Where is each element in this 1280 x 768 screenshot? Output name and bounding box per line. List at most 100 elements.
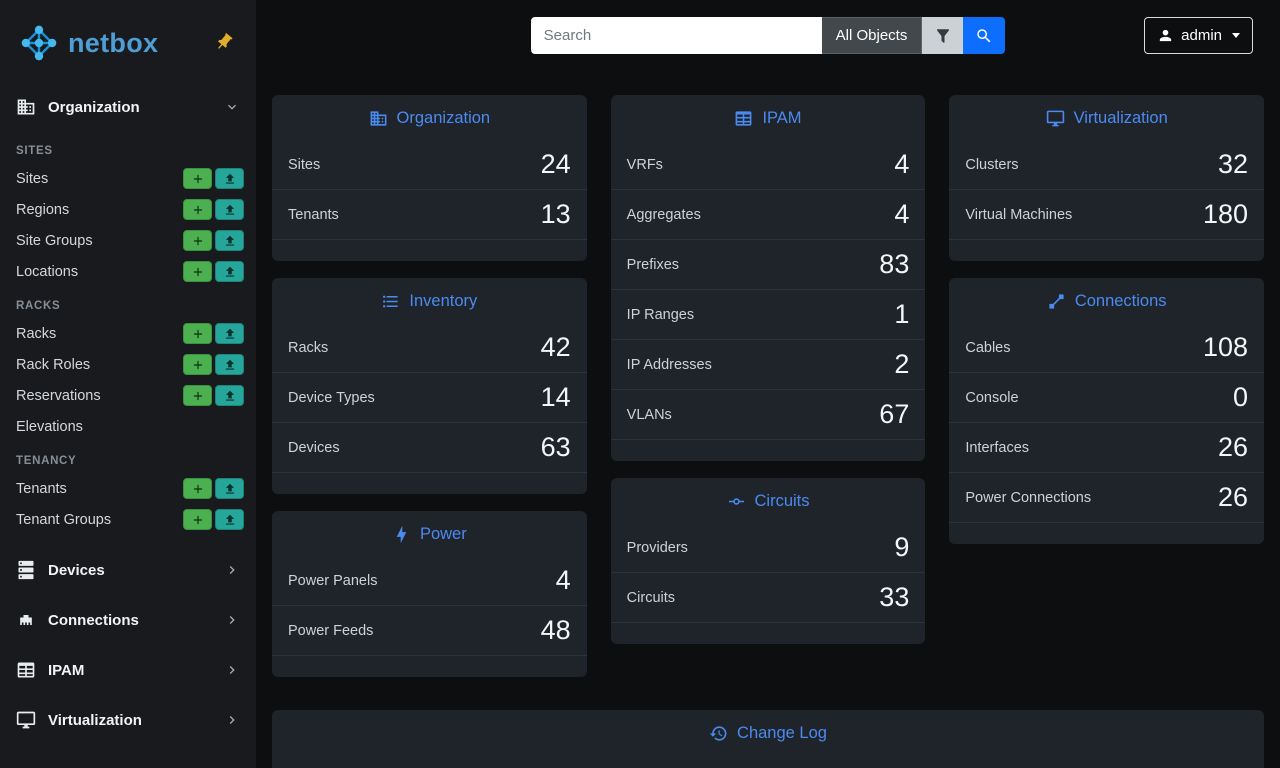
- import-racks-button[interactable]: [215, 323, 244, 344]
- stat-label: VLANs: [626, 406, 672, 423]
- sidebar-item-site-groups: Site Groups: [0, 225, 256, 256]
- stat-row-tenants[interactable]: Tenants 13: [272, 190, 587, 240]
- stat-row-console[interactable]: Console 0: [949, 373, 1265, 423]
- sidebar-item-reservations: Reservations: [0, 380, 256, 411]
- card-header-power: Power: [272, 511, 587, 556]
- plus-icon: [193, 174, 202, 183]
- sidebar-nav: Organization SITES Sites Regions Site Groups…: [0, 82, 256, 745]
- stat-row-device-types[interactable]: Device Types 14: [272, 373, 587, 423]
- stat-row-aggregates[interactable]: Aggregates 4: [610, 190, 926, 240]
- sidebar-group-virtualization[interactable]: Virtualization: [0, 695, 256, 745]
- import-sites-button[interactable]: [215, 168, 244, 189]
- sidebar-link-regions[interactable]: Regions: [16, 201, 70, 218]
- stat-row-power-panels[interactable]: Power Panels 4: [272, 556, 587, 606]
- stat-row-interfaces[interactable]: Interfaces 26: [949, 423, 1265, 473]
- stat-label: IP Ranges: [626, 306, 695, 323]
- import-rack-roles-button[interactable]: [215, 354, 244, 375]
- add-reservations-button[interactable]: [183, 385, 212, 406]
- stat-row-sites[interactable]: Sites 24: [272, 140, 587, 190]
- upload-icon: [225, 235, 234, 246]
- sidebar-link-tenants[interactable]: Tenants: [16, 480, 67, 497]
- stat-row-power-feeds[interactable]: Power Feeds 48: [272, 606, 587, 656]
- add-locations-button[interactable]: [183, 261, 212, 282]
- plus-icon: [193, 360, 202, 369]
- sidebar-header: netbox: [0, 0, 256, 82]
- dashboard-columns: Organization Sites 24 Tenants 13 Inventory Rac…: [272, 95, 1265, 677]
- card-title: IPAM: [762, 109, 802, 127]
- stat-row-providers[interactable]: Providers 9: [610, 523, 926, 573]
- stat-label: Tenants: [288, 206, 339, 223]
- sidebar-link-racks[interactable]: Racks: [16, 325, 57, 342]
- stat-row-prefixes[interactable]: Prefixes 83: [610, 240, 926, 290]
- plus-icon: [193, 391, 202, 400]
- card-header-circuits: Circuits: [611, 478, 926, 523]
- stat-label: Cables: [965, 339, 1011, 356]
- sidebar-link-locations[interactable]: Locations: [16, 263, 79, 280]
- sidebar-link-tenant-groups[interactable]: Tenant Groups: [16, 511, 112, 528]
- stat-row-cables[interactable]: Cables 108: [949, 323, 1265, 373]
- dashboard: Organization Sites 24 Tenants 13 Inventory Rac…: [256, 71, 1280, 768]
- sidebar-link-reservations[interactable]: Reservations: [16, 387, 101, 404]
- stat-row-racks[interactable]: Racks 42: [272, 323, 587, 373]
- add-site-groups-button[interactable]: [183, 230, 212, 251]
- import-tenant-groups-button[interactable]: [215, 509, 244, 530]
- add-rack-roles-button[interactable]: [183, 354, 212, 375]
- import-tenants-button[interactable]: [215, 478, 244, 499]
- pin-sidebar-button[interactable]: [212, 30, 236, 57]
- stat-row-circuits[interactable]: Circuits 33: [610, 573, 926, 623]
- import-regions-button[interactable]: [215, 199, 244, 220]
- dashboard-card-organization: Organization Sites 24 Tenants 13: [272, 95, 587, 261]
- building-icon: [17, 99, 35, 115]
- stat-value: 42: [540, 332, 571, 362]
- stat-row-power-connections[interactable]: Power Connections 26: [949, 473, 1265, 523]
- pin-icon: [218, 32, 233, 49]
- sidebar-link-elevations[interactable]: Elevations: [16, 418, 83, 435]
- import-reservations-button[interactable]: [215, 385, 244, 406]
- stat-row-vrfs[interactable]: VRFs 4: [610, 140, 926, 190]
- sidebar-link-site-groups[interactable]: Site Groups: [16, 232, 93, 249]
- dashboard-column-1: Organization Sites 24 Tenants 13 Inventory Rac…: [272, 95, 587, 677]
- add-regions-button[interactable]: [183, 199, 212, 220]
- import-site-groups-button[interactable]: [215, 230, 244, 251]
- card-header-organization: Organization: [272, 95, 587, 140]
- search-input[interactable]: [530, 17, 822, 54]
- stat-value: 24: [540, 149, 571, 179]
- stat-row-ip-addresses[interactable]: IP Addresses 2: [610, 340, 926, 390]
- user-menu-button[interactable]: admin: [1144, 17, 1253, 54]
- sidebar-group-label: Connections: [48, 611, 139, 629]
- sidebar-group-connections[interactable]: Connections: [0, 595, 256, 645]
- stat-row-vlans[interactable]: VLANs 67: [610, 390, 926, 440]
- stat-row-ip-ranges[interactable]: IP Ranges 1: [610, 290, 926, 340]
- plus-icon: [193, 484, 202, 493]
- add-sites-button[interactable]: [183, 168, 212, 189]
- stat-row-devices[interactable]: Devices 63: [272, 423, 587, 473]
- card-header-ipam: IPAM: [611, 95, 926, 140]
- card-header-inventory: Inventory: [272, 278, 587, 323]
- sidebar-item-tenant-groups: Tenant Groups: [0, 504, 256, 535]
- filter-button[interactable]: [922, 17, 964, 54]
- search-button[interactable]: [963, 17, 1006, 54]
- chevron-right-icon: [229, 566, 235, 574]
- stat-value: 4: [894, 149, 910, 179]
- changelog-section: Change Log: [272, 710, 1264, 768]
- netbox-logo[interactable]: netbox: [18, 22, 158, 64]
- sidebar-section-title-sites: SITES: [16, 145, 53, 157]
- stat-label: Power Connections: [965, 489, 1092, 506]
- object-type-dropdown[interactable]: All Objects: [821, 17, 923, 54]
- sidebar-link-sites[interactable]: Sites: [16, 170, 49, 187]
- chevron-right-icon: [229, 666, 235, 674]
- add-racks-button[interactable]: [183, 323, 212, 344]
- sidebar-group-devices[interactable]: Devices: [0, 545, 256, 595]
- dashboard-column-3: Virtualization Clusters 32 Virtual Machines…: [949, 95, 1265, 544]
- stat-row-clusters[interactable]: Clusters 32: [949, 140, 1265, 190]
- stat-row-virtual-machines[interactable]: Virtual Machines 180: [949, 190, 1265, 240]
- stat-label: Interfaces: [965, 439, 1030, 456]
- sidebar-group-organization[interactable]: Organization: [0, 82, 256, 132]
- add-tenants-button[interactable]: [183, 478, 212, 499]
- stat-value: 67: [879, 399, 910, 429]
- chevron-down-icon: [228, 104, 236, 110]
- sidebar-group-ipam[interactable]: IPAM: [0, 645, 256, 695]
- add-tenant-groups-button[interactable]: [183, 509, 212, 530]
- import-locations-button[interactable]: [215, 261, 244, 282]
- sidebar-link-rack-roles[interactable]: Rack Roles: [16, 356, 91, 373]
